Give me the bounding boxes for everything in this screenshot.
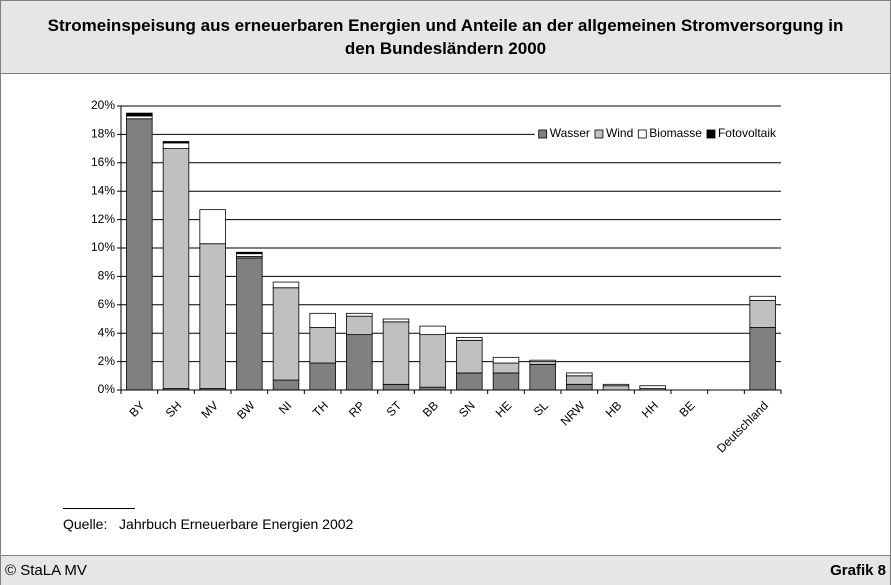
legend-label: Fotovoltaik	[718, 126, 777, 140]
bar-segment	[602, 383, 630, 387]
bar-segment	[566, 372, 593, 377]
y-tick-label: 20%	[91, 98, 115, 112]
bar-segment	[492, 372, 520, 391]
legend-swatch	[538, 129, 548, 139]
x-tick-label: SN	[456, 398, 478, 420]
x-tick-label: NRW	[558, 398, 588, 428]
y-tick-label: 14%	[91, 183, 115, 197]
x-tick-label: BY	[126, 398, 147, 419]
legend-swatch	[637, 129, 647, 139]
bar-segment	[309, 327, 336, 364]
y-tick-label: 0%	[98, 382, 116, 396]
bar-segment	[602, 385, 630, 391]
x-tick-label: BE	[676, 398, 697, 419]
y-tick-label: 12%	[91, 212, 115, 226]
legend-swatch	[706, 129, 716, 139]
bar-segment	[236, 257, 263, 391]
bar-segment	[749, 300, 776, 328]
bar-segment	[639, 385, 666, 389]
bar-segment	[162, 148, 190, 389]
footer: © StaLA MV Grafik 8	[1, 555, 890, 585]
bar-segment	[492, 356, 520, 364]
x-tick-label: BW	[234, 398, 258, 422]
x-tick-label: RP	[346, 398, 368, 420]
chart: 0% 2% 4% 6% 8% 10% 12% 14% 16% 18% 20% BY SH MV BW NI TH…	[91, 98, 782, 456]
bar-segment	[456, 372, 483, 391]
bar-segment	[126, 115, 153, 120]
x-tick-label: ST	[384, 398, 405, 419]
bar-segment	[382, 383, 410, 391]
bar-segment	[529, 359, 556, 362]
bar-segment	[456, 339, 483, 374]
y-tick-label: 6%	[98, 297, 116, 311]
bar-segment	[456, 337, 483, 341]
bar-segment	[749, 295, 776, 301]
bar-segment	[162, 142, 190, 149]
bar-segment	[199, 243, 226, 389]
x-tick-label: TH	[310, 398, 331, 419]
footer-left: © StaLA MV	[5, 562, 87, 579]
bar-segment	[419, 325, 446, 336]
x-tick-label: SH	[163, 398, 185, 420]
bar-segment	[236, 253, 263, 257]
bar-segment	[346, 312, 373, 317]
y-tick-label: 8%	[98, 269, 116, 283]
bar-segment	[236, 251, 263, 255]
bar-segment	[126, 118, 153, 391]
title-box: Stromeinspeisung aus erneuerbaren Energi…	[1, 1, 890, 74]
bar-segment	[566, 383, 593, 391]
bar-segment	[309, 362, 336, 391]
x-tick-label: BB	[420, 398, 441, 419]
x-tick-label: Deutschland	[714, 398, 771, 455]
x-tick-label: HB	[603, 398, 625, 420]
source-rule	[63, 508, 135, 509]
bar-segment	[346, 334, 373, 391]
y-tick-label: 4%	[98, 325, 116, 339]
bar-segment	[199, 209, 226, 245]
source: Quelle: Jahrbuch Erneuerbare Energien 20…	[63, 508, 354, 532]
bar-segment	[566, 375, 593, 385]
bar-segment	[162, 141, 190, 144]
legend-label: Wasser	[550, 126, 590, 140]
bar-segment	[382, 321, 410, 385]
bar-segment	[529, 361, 556, 365]
bar-segment	[419, 334, 446, 388]
bar-segment	[749, 327, 776, 391]
y-tick-label: 16%	[91, 155, 115, 169]
bar-segment	[309, 312, 336, 328]
y-tick-label: 10%	[91, 240, 115, 254]
bar-segment	[382, 318, 410, 323]
x-tick-label: SL	[531, 398, 552, 419]
x-tick-label: MV	[198, 398, 221, 421]
chart-title: Stromeinspeisung aus erneuerbaren Energi…	[47, 16, 844, 58]
bar-segment	[492, 362, 520, 374]
bar-segment	[272, 281, 300, 289]
bar-segment	[272, 379, 300, 391]
bar-segment	[346, 315, 373, 336]
legend: Wasser Wind Biomasse Fotovoltaik	[538, 126, 777, 140]
y-tick-label: 2%	[98, 354, 116, 368]
legend-swatch	[594, 129, 604, 139]
bar-segment	[126, 112, 153, 117]
footer-right: Grafik 8	[830, 562, 886, 579]
source-text: Jahrbuch Erneuerbare Energien 2002	[119, 516, 354, 532]
bar-segment	[529, 364, 556, 391]
legend-label: Wind	[606, 126, 633, 140]
x-tick-label: NI	[276, 398, 294, 416]
x-tick-label: HE	[493, 398, 515, 420]
source-label: Quelle:	[63, 516, 108, 532]
legend-label: Biomasse	[649, 126, 702, 140]
bar-segment	[272, 287, 300, 381]
y-tick-label: 18%	[91, 127, 115, 141]
x-tick-label: HH	[639, 398, 661, 420]
